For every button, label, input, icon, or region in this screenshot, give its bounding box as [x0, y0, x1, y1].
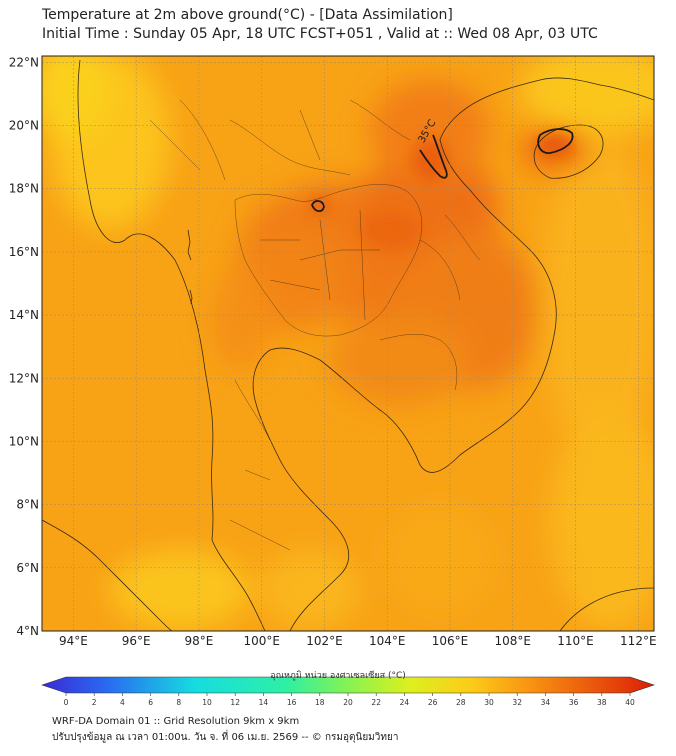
lat-tick-label: 16°N	[9, 245, 39, 259]
lon-tick-label: 106°E	[432, 634, 469, 648]
lon-tick-label: 94°E	[59, 634, 88, 648]
lat-tick-label: 4°N	[16, 624, 39, 638]
lon-tick-label: 102°E	[306, 634, 343, 648]
colorbar-title: อุณหภูมิ หน่วย องศาเซลเซียส (°C)	[270, 671, 406, 681]
temperature-field	[42, 56, 654, 631]
colorbar-tick-label: 40	[625, 698, 635, 707]
lon-tick-label: 98°E	[184, 634, 213, 648]
colorbar-tick-label: 28	[456, 698, 466, 707]
colorbar-tick-label: 30	[484, 698, 494, 707]
lat-tick-label: 8°N	[16, 498, 39, 512]
colorbar-tick-label: 10	[202, 698, 212, 707]
colorbar-tick-label: 12	[230, 698, 240, 707]
lon-tick-label: 100°E	[243, 634, 280, 648]
colorbar-tick-label: 38	[597, 698, 607, 707]
lat-tick-label: 10°N	[9, 434, 39, 448]
lat-tick-label: 18°N	[9, 182, 39, 196]
lon-tick-label: 96°E	[122, 634, 151, 648]
colorbar-tick-label: 18	[315, 698, 325, 707]
colorbar-tick-label: 32	[512, 698, 522, 707]
colorbar-tick-label: 0	[64, 698, 69, 707]
colorbar-tick-label: 2	[92, 698, 97, 707]
colorbar-tick-label: 34	[541, 698, 551, 707]
lat-tick-label: 20°N	[9, 119, 39, 133]
colorbar-tick-label: 36	[569, 698, 579, 707]
coastlines	[42, 59, 654, 631]
chart-title: Temperature at 2m above ground(°C) - [Da…	[42, 7, 453, 23]
colorbar-tick-label: 22	[371, 698, 381, 707]
lat-tick-labels: 22°N 20°N 18°N 16°N 14°N 12°N 10°N 8°N 6°N 4°N	[9, 55, 39, 638]
lat-tick-label: 22°N	[9, 55, 39, 69]
lon-tick-labels: 94°E 96°E 98°E 100°E 102°E 104°E 106°E 108°E 110…	[59, 634, 657, 648]
colorbar-tick-label: 20	[343, 698, 353, 707]
lon-tick-label: 110°E	[557, 634, 594, 648]
lat-tick-label: 6°N	[16, 561, 39, 575]
contour-35	[311, 128, 574, 213]
colorbar-tick-label: 26	[428, 698, 438, 707]
footer-update-info: ปรับปรุงข้อมูล ณ เวลา 01:00น. วัน จ. ที่…	[52, 732, 399, 743]
graticule	[42, 56, 654, 631]
colorbar-tick-label: 16	[287, 698, 297, 707]
lat-tick-label: 14°N	[9, 308, 39, 322]
colorbar-tick-label: 24	[400, 698, 410, 707]
colorbar: 0 2 4 6 8 10 12 14 16 18 20 22 24 26 28 30 32 34 36 38 40	[41, 676, 655, 707]
colorbar-tick-label: 4	[120, 698, 125, 707]
lon-tick-label: 104°E	[369, 634, 406, 648]
lon-tick-label: 108°E	[495, 634, 532, 648]
map-frame	[41, 55, 655, 632]
admin-borders	[149, 99, 481, 551]
colorbar-tick-label: 14	[259, 698, 269, 707]
colorbar-tick-label: 8	[176, 698, 181, 707]
colorbar-tick-label: 6	[148, 698, 153, 707]
lat-tick-label: 12°N	[9, 371, 39, 385]
chart-subtitle: Initial Time : Sunday 05 Apr, 18 UTC FCS…	[42, 26, 598, 42]
lon-tick-label: 112°E	[620, 634, 657, 648]
footer-model-info: WRF-DA Domain 01 :: Grid Resolution 9km …	[52, 716, 300, 727]
